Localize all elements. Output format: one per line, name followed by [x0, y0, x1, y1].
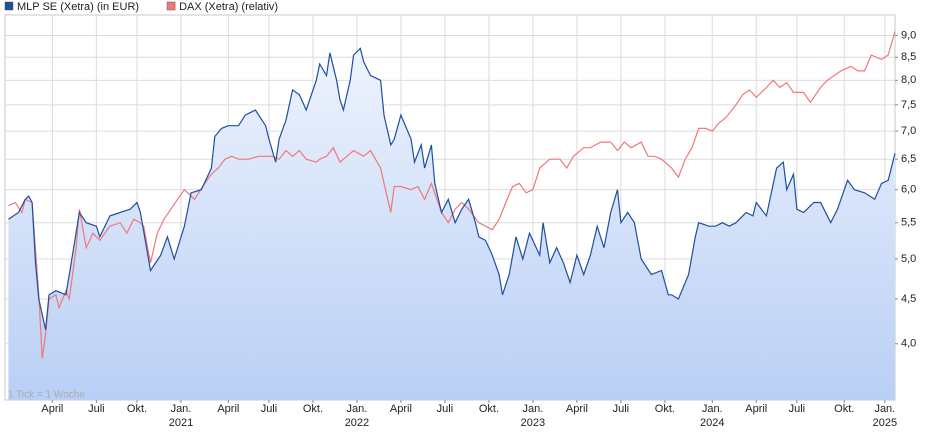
y-tick-label: 4,5 [901, 293, 916, 305]
y-tick-label: 7,5 [901, 99, 916, 111]
line [8, 31, 896, 359]
y-tick-label: 7,0 [901, 125, 916, 137]
x-tick-label: Okt. [655, 403, 675, 415]
year-label: 2023 [521, 417, 545, 429]
x-tick-label: Jan. [874, 403, 895, 415]
y-tick-label: 5,0 [901, 253, 916, 265]
year-label: 2024 [700, 417, 724, 429]
y-tick-label: 8,5 [901, 51, 916, 63]
x-tick-label: Okt. [834, 403, 854, 415]
y-tick-label: 9,0 [901, 29, 916, 41]
x-tick-label: Okt. [479, 403, 499, 415]
x-tick-label: Juli [789, 403, 806, 415]
y-tick-label: 4,0 [901, 338, 916, 350]
legend-label: DAX (Xetra) (relativ) [179, 1, 278, 13]
year-label: 2025 [873, 417, 897, 429]
x-tick-label: April [41, 403, 63, 415]
x-tick-label: April [566, 403, 588, 415]
x-tick-label: Okt. [303, 403, 323, 415]
line [8, 47, 896, 330]
y-tick-label: 6,5 [901, 153, 916, 165]
year-label: 2021 [169, 417, 193, 429]
x-tick-label: Juli [261, 403, 278, 415]
marks [8, 31, 896, 401]
x-tick-label: Jan. [171, 403, 192, 415]
y-tick-label: 8,0 [901, 74, 916, 86]
x-tick-label: Okt. [127, 403, 147, 415]
x-tick-label: Jan. [347, 403, 368, 415]
y-tick-label: 6,0 [901, 184, 916, 196]
x-tick-label: Juli [437, 403, 454, 415]
x-tick-label: April [217, 403, 239, 415]
annotation: 1 Tick = 1 Woche [8, 390, 85, 401]
legend-label: MLP SE (Xetra) (in EUR) [17, 1, 139, 13]
y-tick-label: 5,5 [901, 217, 916, 229]
x-tick-label: Jan. [702, 403, 723, 415]
legend-swatch [166, 1, 176, 11]
x-tick-label: Juli [613, 403, 630, 415]
year-label: 2022 [345, 417, 369, 429]
x-tick-label: Juli [88, 403, 105, 415]
x-tick-label: April [745, 403, 767, 415]
legend-swatch [4, 1, 14, 11]
area [8, 48, 895, 401]
labels: 4,0 4,5 5,0 5,5 6,0 6,5 7,0 7,5 8,0 8,5 9,0 April Ju… [4, 1, 916, 429]
x-tick-label: April [390, 403, 412, 415]
x-tick-label: Jan. [523, 403, 544, 415]
